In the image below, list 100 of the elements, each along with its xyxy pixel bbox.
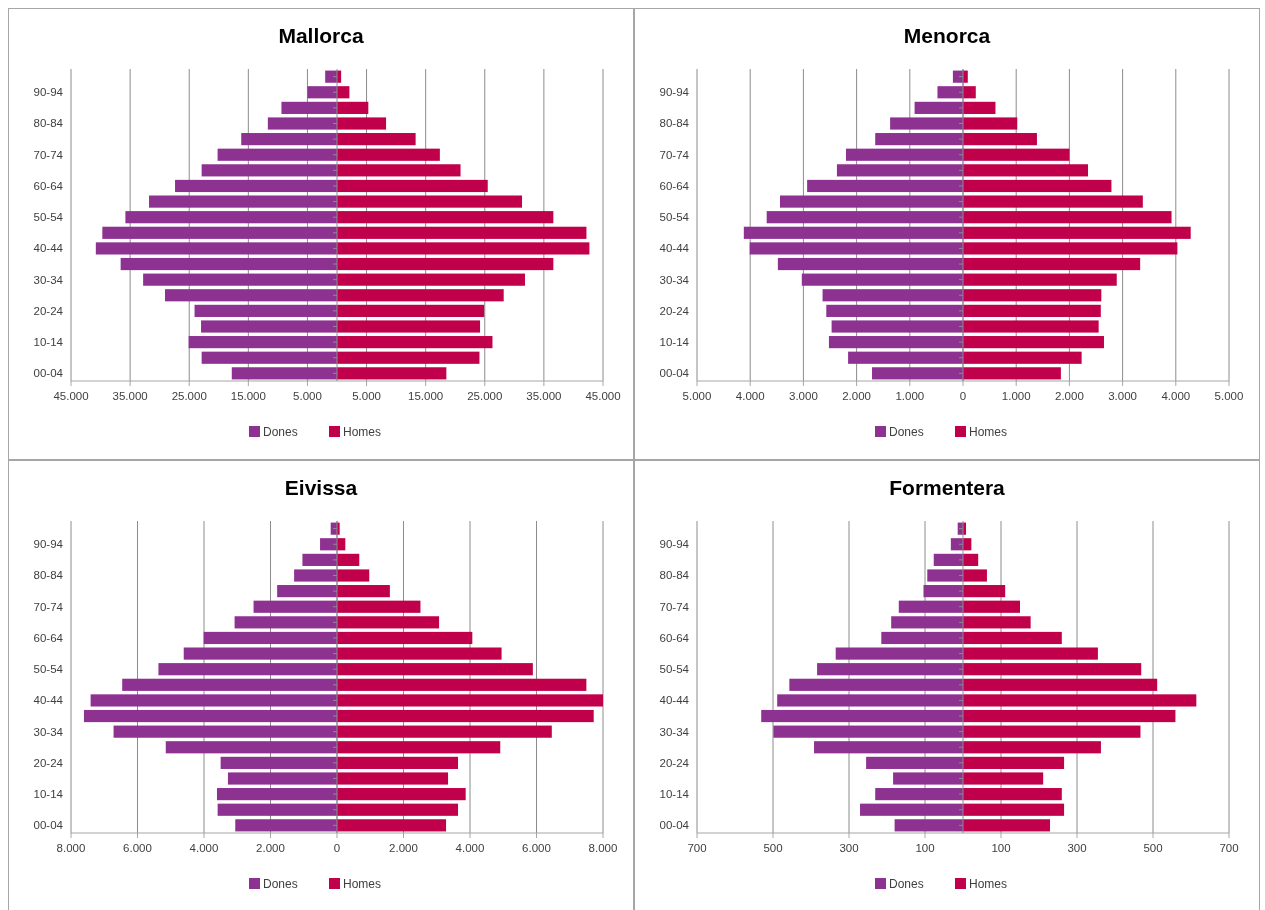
bar <box>337 211 554 224</box>
y-tick-label: 70-74 <box>33 600 64 613</box>
bar <box>898 600 963 613</box>
y-tick-label: 30-34 <box>659 273 690 286</box>
bar <box>963 273 1117 286</box>
x-tick-label: 2.000 <box>256 842 285 854</box>
bar <box>337 133 416 146</box>
y-tick-label: 20-24 <box>33 756 64 769</box>
bar <box>158 663 337 676</box>
bar <box>963 585 1006 598</box>
x-tick-label: 4.000 <box>735 390 765 402</box>
bar <box>277 585 337 598</box>
bar <box>963 647 1098 660</box>
bar <box>890 117 963 130</box>
bar <box>337 273 525 286</box>
bar <box>337 788 466 801</box>
y-tick-label: 70-74 <box>659 600 690 613</box>
y-tick-label: 90-94 <box>659 86 690 99</box>
x-tick-label: 100 <box>991 842 1011 854</box>
bar <box>963 148 1070 161</box>
bar <box>337 569 370 582</box>
bar <box>891 616 963 629</box>
bar <box>933 553 963 566</box>
legend-label: Homes <box>343 877 382 891</box>
y-tick-label: 00-04 <box>33 367 64 380</box>
y-tick-label: 70-74 <box>659 148 690 161</box>
bar <box>801 273 963 286</box>
bar <box>337 289 504 302</box>
legend-label: Dones <box>263 425 298 439</box>
bar <box>113 725 337 738</box>
bar <box>866 756 963 769</box>
x-tick-label: 0 <box>333 842 341 854</box>
y-tick-label: 50-54 <box>659 211 690 224</box>
x-tick-label: 5.000 <box>682 390 712 402</box>
bar <box>789 678 963 691</box>
bar <box>963 195 1143 208</box>
bar <box>963 631 1062 645</box>
bar <box>201 164 337 177</box>
bar <box>337 678 587 691</box>
bar <box>281 101 337 114</box>
chart-title: Menorca <box>903 24 991 47</box>
y-tick-label: 30-34 <box>659 725 690 738</box>
bar <box>302 553 337 566</box>
x-tick-label: 25.000 <box>467 390 503 402</box>
y-tick-label: 80-84 <box>33 117 64 130</box>
x-tick-label: 1.000 <box>1001 390 1031 402</box>
x-tick-label: 1.000 <box>895 390 925 402</box>
y-tick-label: 90-94 <box>33 86 64 99</box>
bar <box>927 569 963 582</box>
y-tick-label: 00-04 <box>659 367 690 380</box>
chart-title: Mallorca <box>278 24 364 47</box>
bar <box>337 725 552 738</box>
bar <box>188 336 337 349</box>
bar <box>872 367 963 380</box>
bar <box>743 226 963 239</box>
x-tick-label: 3.000 <box>789 390 818 402</box>
x-tick-label: 2.000 <box>1055 390 1084 402</box>
bar <box>217 148 337 161</box>
bar <box>337 148 440 161</box>
legend-label: Homes <box>969 425 1008 439</box>
x-tick-label: 300 <box>839 842 859 854</box>
bar <box>963 289 1102 302</box>
bar <box>963 553 979 566</box>
bar <box>848 351 963 364</box>
bar <box>234 616 337 629</box>
y-tick-label: 80-84 <box>33 569 64 582</box>
x-tick-label: 100 <box>915 842 935 854</box>
bar <box>814 741 963 754</box>
bar <box>90 694 337 707</box>
y-tick-label: 60-64 <box>33 179 64 192</box>
bar <box>125 211 337 224</box>
bar <box>963 803 1065 816</box>
bar <box>337 242 590 255</box>
bar <box>963 788 1062 801</box>
y-tick-label: 00-04 <box>659 819 690 832</box>
bar <box>963 367 1061 380</box>
bar <box>122 678 337 691</box>
y-tick-label: 40-44 <box>659 242 690 255</box>
x-tick-label: 25.000 <box>171 390 207 402</box>
bar <box>845 148 963 161</box>
bar <box>320 538 337 551</box>
bar <box>963 86 976 99</box>
x-tick-label: 5.000 <box>293 390 322 402</box>
y-tick-label: 30-34 <box>33 725 64 738</box>
x-tick-label: 3.000 <box>1108 390 1137 402</box>
x-tick-label: 8.000 <box>56 842 86 854</box>
y-tick-label: 40-44 <box>33 694 64 707</box>
bar <box>337 304 485 317</box>
bar <box>914 101 963 114</box>
x-tick-label: 6.000 <box>522 842 551 854</box>
bar <box>875 133 963 146</box>
y-tick-label: 40-44 <box>659 694 690 707</box>
x-tick-label: 5.000 <box>1214 390 1244 402</box>
legend-label: Homes <box>343 425 382 439</box>
bar <box>337 600 421 613</box>
bar <box>807 179 963 193</box>
bar <box>773 725 963 738</box>
bar <box>881 631 963 645</box>
bar <box>963 569 987 582</box>
x-tick-label: 5.000 <box>352 390 381 402</box>
